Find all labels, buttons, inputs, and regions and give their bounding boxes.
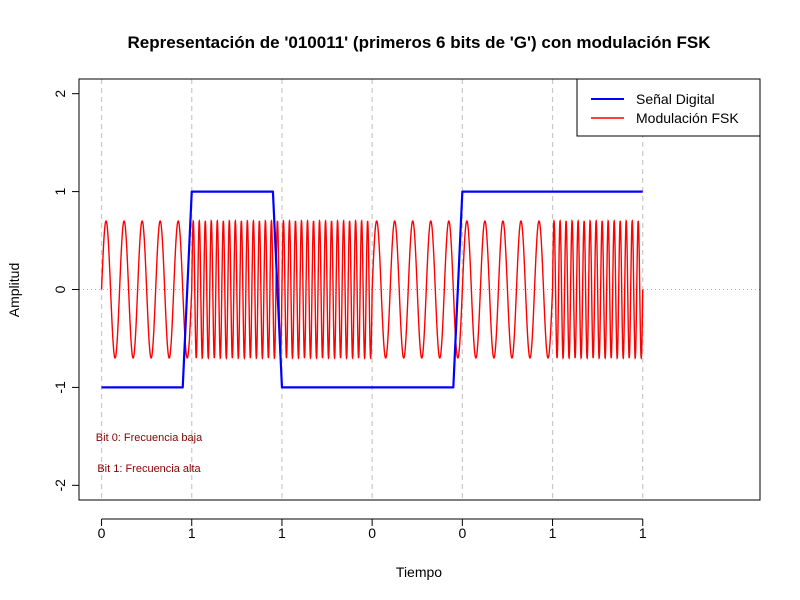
x-axis-label: Tiempo: [396, 564, 442, 580]
x-tick-label-5: 1: [549, 525, 557, 541]
x-tick-label-3: 0: [368, 525, 376, 541]
chart-title: Representación de '010011' (primeros 6 b…: [128, 33, 712, 52]
annotations: Bit 0: Frecuencia baja Bit 1: Frecuencia…: [96, 432, 203, 475]
digital-signal-line: [101, 190, 643, 389]
x-axis: 0 1 1 0 0 1 1: [98, 518, 647, 541]
x-tick-label-1: 1: [188, 525, 196, 541]
y-tick-label-3: 1: [52, 187, 68, 195]
y-tick-label-0: -2: [52, 479, 68, 492]
plot-series: [100, 190, 644, 389]
legend-label-digital: Señal Digital: [636, 91, 715, 107]
y-tick-label-4: 2: [52, 90, 68, 98]
annotation-bit-0: Bit 0: Frecuencia baja: [96, 432, 203, 444]
x-tick-label-2: 1: [278, 525, 286, 541]
x-tick-label-4: 0: [458, 525, 466, 541]
annotation-bit-1: Bit 1: Frecuencia alta: [97, 463, 201, 475]
x-tick-label-0: 0: [98, 525, 106, 541]
y-tick-label-2: 0: [52, 285, 68, 293]
legend-label-fsk: Modulación FSK: [636, 110, 739, 126]
legend: Señal Digital Modulación FSK: [576, 78, 761, 137]
fsk-signal-line: [100, 219, 644, 360]
y-tick-label-1: -1: [52, 381, 68, 394]
x-tick-label-6: 1: [639, 525, 647, 541]
legend-box: [576, 78, 761, 137]
y-axis-label: Amplitud: [6, 263, 22, 317]
y-axis: -2 -1 0 1 2: [52, 90, 80, 492]
